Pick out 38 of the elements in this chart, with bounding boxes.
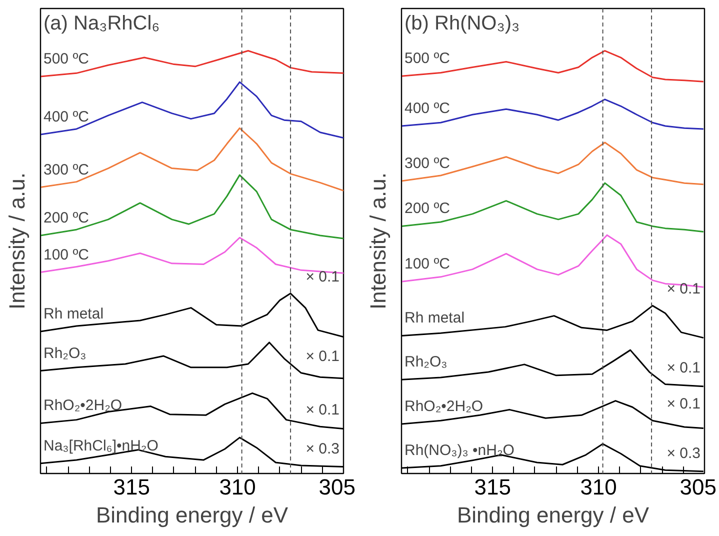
x-axis-title: Binding energy / eV	[456, 502, 650, 528]
series-label: 300 ºC	[404, 154, 450, 172]
x-axis-title: Binding energy / eV	[96, 502, 288, 528]
series-label: 400 ºC	[404, 100, 450, 118]
annotation: × 0.1	[306, 402, 340, 419]
x-tick-label: 315	[113, 474, 150, 500]
series-label: 500 ºC	[44, 50, 90, 68]
series-label: 500 ºC	[404, 50, 450, 68]
annotation: × 0.1	[666, 280, 700, 298]
series-label: 200 ºC	[44, 210, 90, 227]
x-tick-label: 305	[318, 474, 356, 500]
y-axis-title: Intensity / a.u.	[366, 172, 390, 310]
chart-title: (b) Rh(NO₃)₃	[404, 12, 520, 34]
x-tick-label: 315	[474, 474, 511, 500]
annotation: × 0.1	[306, 348, 340, 365]
series-label: RhO₂•2H₂O	[44, 397, 122, 414]
annotation: × 0.1	[666, 359, 700, 376]
annotation: × 0.1	[666, 396, 700, 413]
series-label: 200 ºC	[404, 200, 450, 218]
series-label: 300 ºC	[44, 161, 90, 178]
series-label: Rh(NO₃)₃ •nH₂O	[404, 442, 514, 460]
series-label: Rh metal	[44, 305, 104, 322]
series-label: Na₃[RhCl₆]•nH₂O	[44, 437, 158, 454]
annotation: × 0.1	[306, 268, 340, 286]
series-label: 100 ºC	[44, 246, 90, 264]
series-label: RhO₂•2H₂O	[404, 398, 484, 416]
series-label: Rh₂O₃	[404, 354, 448, 371]
annotation: × 0.3	[306, 440, 340, 458]
series-label: 100 ºC	[404, 256, 450, 273]
x-tick-label: 310	[219, 474, 256, 500]
y-axis-title: Intensity / a.u.	[4, 172, 30, 310]
x-tick-label: 305	[680, 474, 717, 500]
series-label: 400 ºC	[44, 108, 90, 126]
series-label: Rh₂O₃	[44, 344, 86, 362]
x-tick-label: 310	[580, 474, 617, 500]
series-label: Rh metal	[404, 310, 465, 327]
chart-title: (a) Na₃RhCl₆	[44, 12, 160, 34]
annotation: × 0.3	[666, 445, 700, 462]
